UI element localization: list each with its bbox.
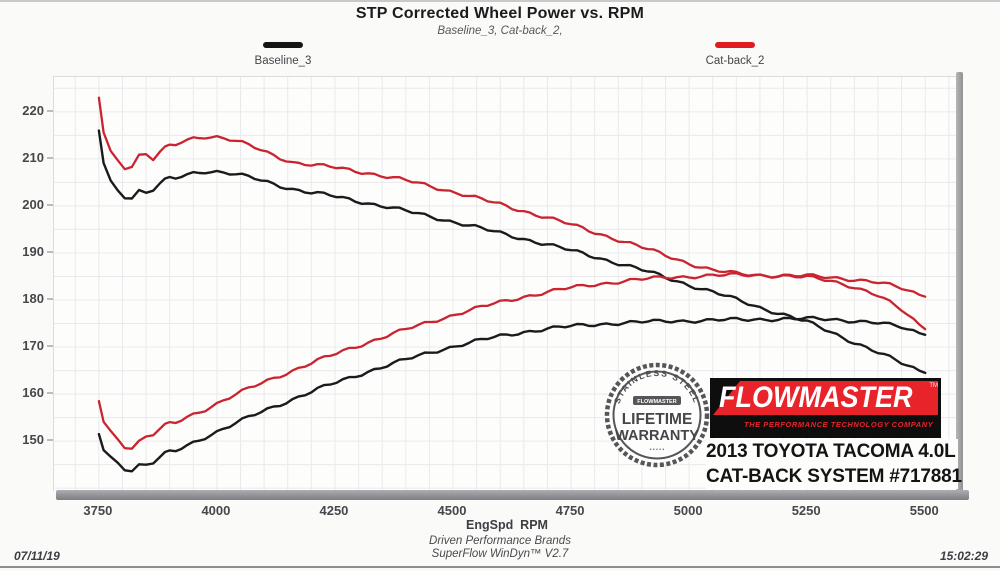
series-baseline-3-torque xyxy=(97,129,927,375)
chart-subtitle: Baseline_3, Cat-back_2, xyxy=(437,25,563,37)
catback-legend-label: Cat-back_2 xyxy=(705,55,765,67)
svg-text:FLOWMASTER: FLOWMASTER xyxy=(637,399,676,405)
x-tick-label: 3750 xyxy=(83,503,113,518)
x-tick-label: 4500 xyxy=(437,503,467,518)
svg-text:LIFETIME: LIFETIME xyxy=(622,411,693,428)
trademark-symbol: TM xyxy=(929,383,938,389)
flowmaster-logo-wordmark: FLOWMASTER xyxy=(719,381,913,414)
y-tick-mark xyxy=(47,250,53,253)
y-tick-label: 160 xyxy=(22,385,44,401)
y-tick-mark xyxy=(47,439,53,442)
x-tick-label: 5250 xyxy=(791,503,821,518)
y-tick-label: 220 xyxy=(22,102,44,118)
y-tick-label: 170 xyxy=(22,338,44,354)
x-tick-label: 4750 xyxy=(555,503,585,518)
y-tick-label: 190 xyxy=(22,243,44,259)
chart-title: STP Corrected Wheel Power vs. RPM xyxy=(355,5,645,22)
legend-item-baseline: Baseline_3 xyxy=(218,42,348,69)
y-tick-mark xyxy=(47,392,53,395)
svg-text:WARRANTY: WARRANTY xyxy=(615,428,699,444)
x-tick-label: 4000 xyxy=(201,503,231,518)
y-tick-label: 150 xyxy=(22,432,44,448)
y-tick-mark xyxy=(47,345,53,348)
x-tick-label: 5500 xyxy=(909,503,939,518)
plot-area xyxy=(53,76,963,491)
x-axis-label: EngSpd RPM xyxy=(466,518,548,532)
catback-legend-swatch xyxy=(715,42,755,48)
series-cat-back-2-power xyxy=(97,272,927,450)
footer-date: 07/11/19 xyxy=(14,549,60,563)
legend-item-catback: Cat-back_2 xyxy=(670,42,800,69)
footer-software-line: SuperFlow WinDyn™ V2.7 xyxy=(431,548,569,560)
vehicle-line-1: 2013 TOYOTA TACOMA 4.0L xyxy=(706,441,956,462)
dyno-chart-canvas xyxy=(54,77,963,491)
y-tick-mark xyxy=(47,297,53,300)
flowmaster-logo-tagline: THE PERFORMANCE TECHNOLOGY COMPANY xyxy=(744,420,934,429)
y-tick-label: 180 xyxy=(22,290,44,306)
right-axis-bar xyxy=(956,72,963,500)
x-tick-label: 4250 xyxy=(319,503,349,518)
flowmaster-logo-red-band xyxy=(713,381,938,415)
warranty-badge-icon: STAINLESS STEEL FLOWMASTER LIFETIME WARR… xyxy=(604,362,710,468)
series-cat-back-2-torque xyxy=(97,96,927,331)
y-tick-mark xyxy=(47,203,53,206)
y-tick-mark xyxy=(47,109,53,112)
vehicle-info-block: 2013 TOYOTA TACOMA 4.0L CAT-BACK SYSTEM … xyxy=(706,439,962,489)
x-axis-bar xyxy=(56,490,969,500)
baseline-legend-swatch xyxy=(263,42,303,48)
series-baseline-3-power xyxy=(97,315,927,473)
y-tick-label: 210 xyxy=(22,149,44,165)
bottom-border-line xyxy=(0,566,1000,568)
svg-text:• • • • •: • • • • • xyxy=(650,447,665,453)
x-tick-label: 5000 xyxy=(673,503,703,518)
top-border-line xyxy=(0,0,1000,2)
footer-time: 15:02:29 xyxy=(939,549,988,563)
y-tick-mark xyxy=(47,156,53,159)
y-tick-label: 200 xyxy=(22,196,44,212)
flowmaster-logo: FLOWMASTER TM THE PERFORMANCE TECHNOLOGY… xyxy=(710,378,941,438)
baseline-legend-label: Baseline_3 xyxy=(254,55,312,67)
lifetime-warranty-badge: STAINLESS STEEL FLOWMASTER LIFETIME WARR… xyxy=(602,360,712,470)
footer-brand-line: Driven Performance Brands xyxy=(429,535,571,547)
vehicle-line-2: CAT-BACK SYSTEM #717881 xyxy=(706,466,962,487)
